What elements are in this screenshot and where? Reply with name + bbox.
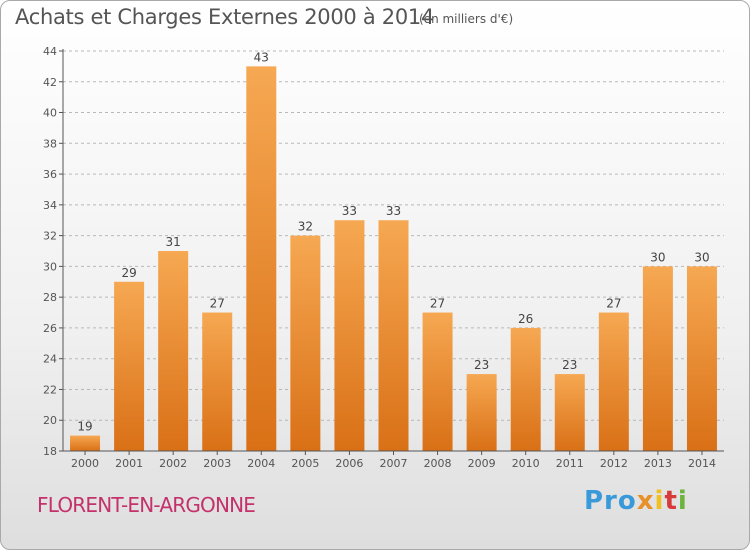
y-tick-label: 32 — [43, 230, 57, 243]
x-tick-label: 2000 — [71, 457, 99, 470]
bar — [466, 374, 497, 451]
chart-subtitle: (en milliers d'€) — [419, 12, 514, 26]
y-tick-label: 40 — [43, 107, 57, 120]
x-tick-label: 2005 — [291, 457, 319, 470]
bar — [158, 251, 189, 451]
data-label: 23 — [474, 358, 489, 372]
data-labels: 19 29 31 27 43 32 33 33 27 23 26 23 27 30 30 — [77, 50, 709, 433]
x-tick-label: 2003 — [203, 457, 231, 470]
chart-title: Achats et Charges Externes 2000 à 2014 — [15, 5, 435, 29]
data-label: 27 — [606, 297, 621, 311]
logo-part: x — [636, 486, 655, 516]
x-tick-label: 2004 — [247, 457, 275, 470]
bar — [246, 66, 277, 451]
data-label: 31 — [166, 235, 181, 249]
y-tick-label: 38 — [43, 137, 57, 150]
x-tick-label: 2010 — [512, 457, 540, 470]
data-label: 30 — [694, 250, 709, 264]
y-tick-label: 24 — [43, 353, 57, 366]
y-tick-label: 20 — [43, 414, 57, 427]
bar — [510, 327, 541, 451]
x-tick-label: 2008 — [424, 457, 452, 470]
bar — [114, 281, 145, 451]
logo-part: t — [664, 486, 678, 516]
data-label: 43 — [254, 50, 269, 64]
x-tick-label: 2006 — [335, 457, 363, 470]
data-label: 32 — [298, 220, 313, 234]
bar — [378, 220, 409, 451]
data-label: 19 — [77, 420, 92, 434]
axes: 18 20 22 24 26 28 30 32 34 36 38 40 42 44 2000 2001 2002… — [43, 45, 724, 470]
bar — [686, 266, 717, 451]
data-label: 23 — [562, 358, 577, 372]
data-label: 33 — [386, 204, 401, 218]
y-tick-label: 44 — [43, 45, 57, 58]
x-tick-label: 2009 — [468, 457, 496, 470]
x-tick-label: 2014 — [688, 457, 716, 470]
commune-name: FLORENT-EN-ARGONNE — [37, 493, 256, 517]
bar — [598, 312, 629, 451]
bar — [202, 312, 233, 451]
data-label: 26 — [518, 312, 533, 326]
y-tick-label: 30 — [43, 260, 57, 273]
x-tick-label: 2013 — [644, 457, 672, 470]
y-tick-label: 34 — [43, 199, 57, 212]
x-tick-label: 2002 — [159, 457, 187, 470]
logo-part: i — [654, 486, 665, 516]
bar — [70, 435, 101, 451]
y-tick-label: 42 — [43, 76, 57, 89]
data-label: 29 — [121, 266, 136, 280]
y-tick-label: 26 — [43, 322, 57, 335]
logo-part: i — [677, 486, 688, 516]
data-label: 27 — [210, 297, 225, 311]
proxiti-logo[interactable]: Proxiti — [584, 486, 688, 516]
y-tick-label: 22 — [43, 383, 57, 396]
bar — [290, 235, 321, 451]
x-tick-label: 2012 — [600, 457, 628, 470]
y-tick-label: 28 — [43, 291, 57, 304]
bar — [642, 266, 673, 451]
logo-part: Pro — [584, 486, 637, 516]
bar — [422, 312, 453, 451]
x-tick-label: 2007 — [380, 457, 408, 470]
data-label: 27 — [430, 297, 445, 311]
bars — [70, 66, 717, 451]
bar — [554, 374, 585, 451]
x-tick-label: 2011 — [556, 457, 584, 470]
x-tick-label: 2001 — [115, 457, 143, 470]
data-label: 30 — [650, 250, 665, 264]
data-label: 33 — [342, 204, 357, 218]
bar — [334, 220, 365, 451]
y-tick-label: 18 — [43, 445, 57, 458]
y-tick-label: 36 — [43, 168, 57, 181]
